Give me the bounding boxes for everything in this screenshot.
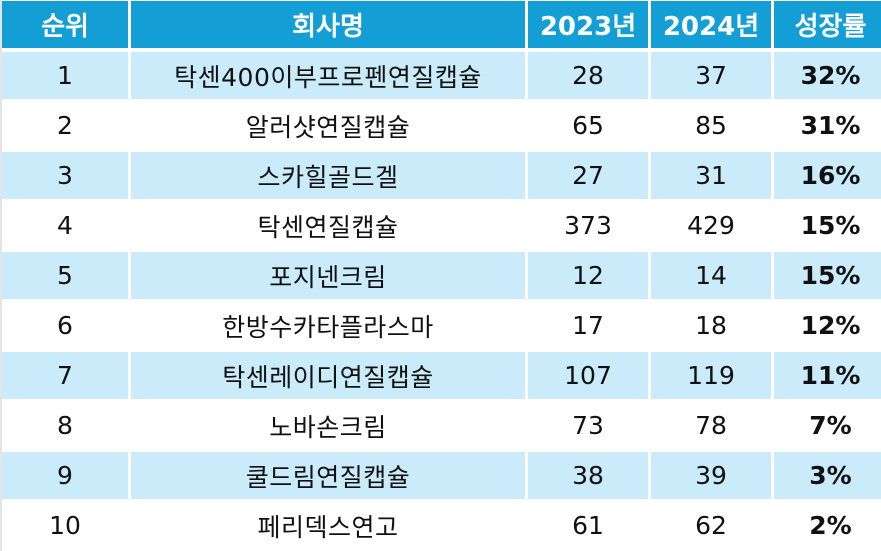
- rank-cell: 3: [2, 152, 128, 199]
- value-2024-cell: 85: [695, 111, 727, 140]
- rank-cell: 5: [2, 252, 128, 299]
- rank-cell: 9: [2, 452, 128, 499]
- value-2024-cell: 39: [651, 452, 771, 499]
- value-2023-cell: 107: [528, 352, 648, 399]
- table-row: 5 포지넨크림 12 14 15%: [2, 250, 881, 300]
- company-cell: 노바손크림: [269, 412, 387, 442]
- growth-cell: 12%: [800, 311, 861, 340]
- company-cell: 알러샷연질캡슐: [245, 112, 411, 142]
- value-2024-cell: 31: [651, 152, 771, 199]
- header-2023: 2023년: [528, 1, 648, 48]
- value-2023-cell: 38: [528, 452, 648, 499]
- rank-cell: 10: [49, 511, 81, 540]
- table-row: 9 쿨드림연질캡슐 38 39 3%: [2, 450, 881, 500]
- header-2024: 2024년: [651, 1, 771, 48]
- value-2023-cell: 373: [564, 211, 612, 240]
- growth-cell: 16%: [774, 152, 881, 199]
- growth-cell: 15%: [800, 211, 861, 240]
- value-2024-cell: 62: [695, 511, 727, 540]
- table-row: 3 스카힐골드겔 27 31 16%: [2, 150, 881, 200]
- rank-cell: 4: [57, 211, 73, 240]
- value-2023-cell: 61: [572, 511, 604, 540]
- value-2023-cell: 27: [528, 152, 648, 199]
- value-2024-cell: 78: [695, 411, 727, 440]
- growth-cell: 3%: [774, 452, 881, 499]
- header-growth: 성장률: [774, 1, 881, 48]
- rank-cell: 1: [2, 52, 128, 99]
- growth-cell: 15%: [774, 252, 881, 299]
- value-2023-cell: 65: [572, 111, 604, 140]
- value-2024-cell: 18: [695, 311, 727, 340]
- growth-cell: 31%: [800, 111, 861, 140]
- table-row: 7 탁센레이디연질캡슐 107 119 11%: [2, 350, 881, 400]
- rank-cell: 8: [57, 411, 73, 440]
- table-row: 10 페리덱스연고 61 62 2%: [2, 500, 881, 550]
- value-2023-cell: 73: [572, 411, 604, 440]
- growth-cell: 11%: [774, 352, 881, 399]
- value-2023-cell: 28: [528, 52, 648, 99]
- value-2024-cell: 119: [651, 352, 771, 399]
- header-company: 회사명: [131, 1, 525, 48]
- company-cell: 포지넨크림: [131, 252, 525, 299]
- rank-cell: 7: [2, 352, 128, 399]
- growth-cell: 2%: [809, 511, 852, 540]
- table-row: 2 알러샷연질캡슐 65 85 31%: [2, 100, 881, 150]
- table-row: 1 탁센400이부프로펜연질캡슐 28 37 32%: [2, 50, 881, 100]
- company-cell: 탁센연질캡슐: [257, 212, 399, 242]
- value-2024-cell: 37: [651, 52, 771, 99]
- header-rank: 순위: [2, 1, 128, 48]
- rank-cell: 2: [57, 111, 73, 140]
- table-row: 4 탁센연질캡슐 373 429 15%: [2, 200, 881, 250]
- value-2024-cell: 429: [687, 211, 735, 240]
- company-cell: 탁센400이부프로펜연질캡슐: [131, 52, 525, 99]
- company-cell: 탁센레이디연질캡슐: [131, 352, 525, 399]
- growth-cell: 32%: [774, 52, 881, 99]
- value-2023-cell: 12: [528, 252, 648, 299]
- value-2024-cell: 14: [651, 252, 771, 299]
- value-2023-cell: 17: [572, 311, 604, 340]
- growth-cell: 7%: [809, 411, 852, 440]
- company-cell: 쿨드림연질캡슐: [131, 452, 525, 499]
- table-row: 8 노바손크림 73 78 7%: [2, 400, 881, 450]
- table-row: 6 한방수카타플라스마 17 18 12%: [2, 300, 881, 350]
- company-cell: 페리덱스연고: [257, 512, 399, 542]
- rank-cell: 6: [57, 311, 73, 340]
- table-header-row: 순위 회사명 2023년 2024년 성장률: [2, 1, 881, 50]
- company-cell: 한방수카타플라스마: [222, 312, 434, 342]
- company-cell: 스카힐골드겔: [131, 152, 525, 199]
